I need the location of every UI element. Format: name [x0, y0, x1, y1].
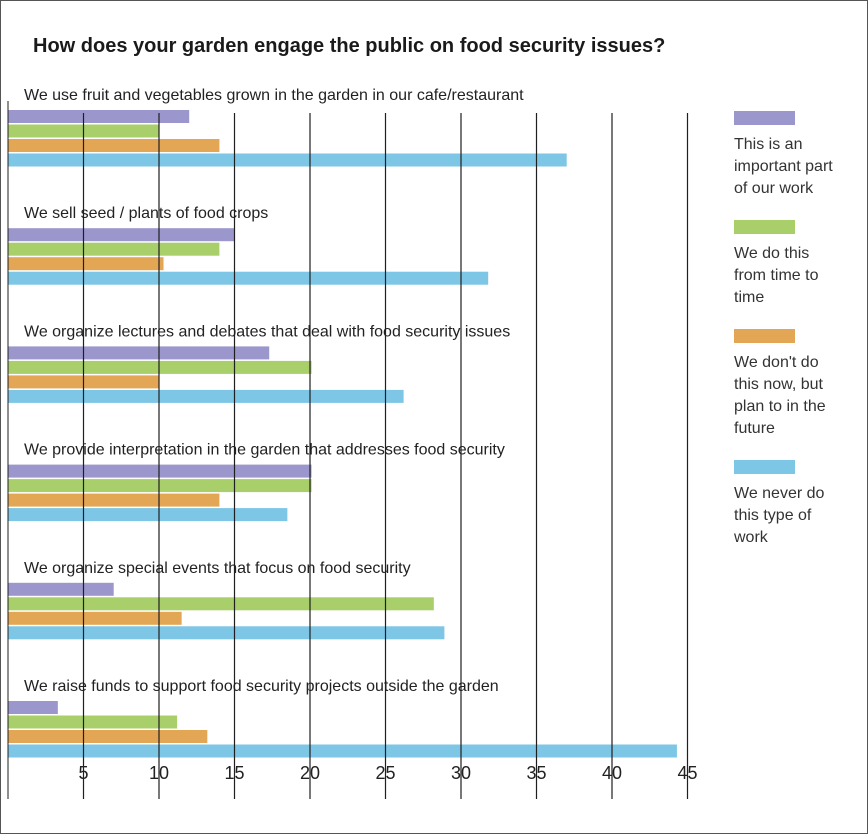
legend-label-line: plan to in the: [734, 398, 826, 415]
x-tick-label: 5: [78, 763, 88, 783]
legend-swatch: [734, 220, 795, 234]
bar: [8, 744, 677, 758]
x-tick-label: 20: [300, 763, 320, 783]
bar: [8, 508, 288, 522]
category-label: We organize lectures and debates that de…: [24, 323, 510, 340]
category-label: We sell seed / plants of food crops: [24, 205, 268, 222]
bar: [8, 597, 434, 611]
legend-label-line: from time to: [734, 267, 819, 284]
legend-label-line: We don't do: [734, 354, 819, 371]
bar: [8, 228, 235, 242]
legend-label-line: time: [734, 289, 765, 306]
bar: [8, 582, 114, 596]
legend-label-line: work: [734, 529, 768, 546]
legend-label: We do this from time to time: [734, 243, 859, 309]
bar: [8, 271, 489, 285]
legend-label-line: We never do: [734, 485, 825, 502]
legend-swatch: [734, 111, 795, 125]
category-label: We raise funds to support food security …: [24, 678, 499, 695]
bar: [8, 493, 220, 507]
bar: [8, 346, 270, 360]
bar: [8, 242, 220, 256]
bar: [8, 626, 445, 640]
x-tick-label: 40: [602, 763, 622, 783]
x-tick-label: 25: [375, 763, 395, 783]
x-tick-label: 10: [149, 763, 169, 783]
chart-title: How does your garden engage the public o…: [33, 35, 666, 57]
bar: [8, 139, 220, 152]
legend-label: We don't do this now, but plan to in the fu…: [734, 352, 859, 440]
legend-swatch: [734, 329, 795, 343]
x-tick-label: 15: [224, 763, 244, 783]
bar: [8, 715, 178, 729]
legend-label-line: of our work: [734, 180, 814, 197]
legend-label-line: this type of: [734, 507, 812, 524]
category-label: We use fruit and vegetables grown in the…: [24, 87, 524, 104]
bar: [8, 701, 58, 714]
bar: [8, 360, 312, 374]
x-tick-label: 35: [526, 763, 546, 783]
legend-label-line: this now, but: [734, 376, 823, 393]
legend-item: We never do this type of work: [734, 460, 859, 549]
category-label: We organize special events that focus on…: [24, 560, 411, 577]
legend-label: This is an important part of our work: [734, 134, 859, 200]
bar: [8, 153, 567, 167]
category-label: We provide interpretation in the garden …: [24, 442, 505, 459]
legend-label: We never do this type of work: [734, 483, 859, 549]
bar: [8, 389, 404, 403]
bar: [8, 257, 164, 271]
legend-item: We do this from time to time: [734, 220, 859, 309]
bar: [8, 730, 208, 743]
legend-item: This is an important part of our work: [734, 111, 859, 200]
bar: [8, 464, 312, 478]
legend-item: We don't do this now, but plan to in the fu…: [734, 329, 859, 440]
legend-swatch: [734, 460, 795, 474]
legend-label-line: future: [734, 420, 775, 437]
bar: [8, 479, 312, 493]
x-tick-label: 30: [451, 763, 471, 783]
x-tick-label: 45: [677, 763, 697, 783]
legend-label-line: This is an: [734, 136, 803, 153]
bar: [8, 611, 182, 625]
legend-label-line: We do this: [734, 245, 810, 262]
legend-label-line: important part: [734, 158, 833, 175]
bar: [8, 110, 190, 123]
